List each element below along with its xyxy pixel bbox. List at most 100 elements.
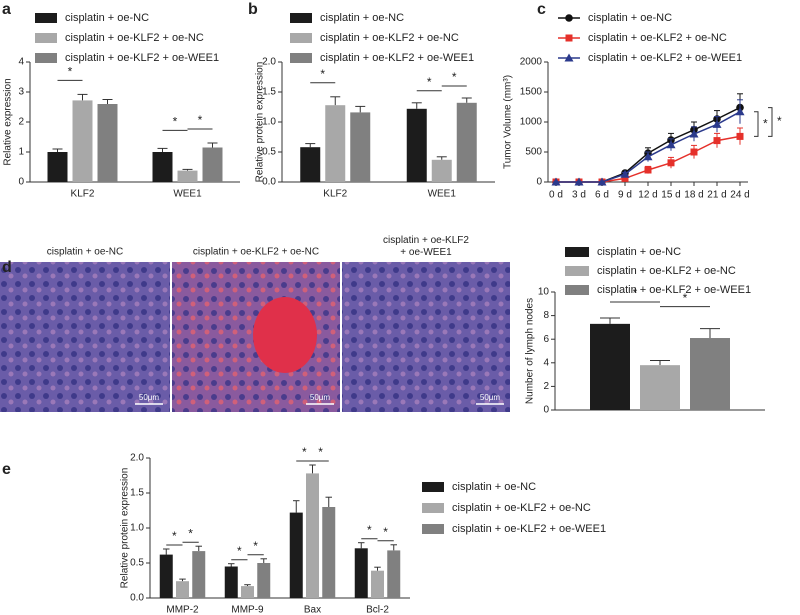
significance-mark: * <box>633 286 638 300</box>
x-tick-label: KLF2 <box>323 189 347 200</box>
y-tick-label: 0 <box>543 405 549 416</box>
data-point <box>666 140 676 149</box>
bar <box>690 338 730 410</box>
legend-label: cisplatin + oe-KLF2 + oe-WEE1 <box>65 52 219 64</box>
legend-swatch <box>290 53 312 63</box>
bar <box>159 554 173 598</box>
x-tick-label: 21 d <box>707 190 726 201</box>
legend-label: cisplatin + oe-KLF2 + oe-WEE1 <box>320 52 474 64</box>
bar <box>590 323 630 410</box>
legend-swatch <box>422 482 444 492</box>
bar <box>152 152 173 182</box>
data-point <box>644 166 652 174</box>
bar <box>176 581 189 598</box>
legend-label: cisplatin + oe-KLF2 + oe-NC <box>597 265 736 277</box>
bar <box>257 563 271 598</box>
significance-mark: * <box>763 116 768 130</box>
legend-swatch <box>565 247 589 257</box>
y-tick-label: 1.0 <box>262 117 276 128</box>
bar <box>431 159 452 182</box>
x-tick-label: Bax <box>304 605 321 615</box>
bar <box>325 105 346 182</box>
bar <box>350 112 371 182</box>
significance-mark: * <box>68 65 73 79</box>
bar <box>289 512 303 598</box>
data-point <box>667 159 675 167</box>
significance-mark: * <box>383 525 388 539</box>
bar <box>241 586 254 598</box>
data-point <box>643 152 653 161</box>
y-tick-label: 0 <box>18 177 24 188</box>
significance-mark: * <box>320 67 325 81</box>
y-tick-label: 0.5 <box>130 558 144 569</box>
legend-swatch <box>290 33 312 43</box>
y-tick-label: 1.5 <box>262 87 276 98</box>
data-point <box>712 119 722 128</box>
legend-label: cisplatin + oe-NC <box>597 246 681 258</box>
y-tick-label: 4 <box>18 57 24 68</box>
legend-marker <box>565 14 573 22</box>
y-tick-label: 2 <box>18 117 24 128</box>
panel-letter: e <box>2 461 11 478</box>
legend-marker <box>564 53 574 62</box>
significance-mark: * <box>237 544 242 558</box>
significance-mark: * <box>683 291 688 305</box>
data-point <box>597 177 607 186</box>
y-axis-label: Relative protein expression <box>120 468 131 589</box>
legend-marker <box>565 34 573 42</box>
legend-label: cisplatin + oe-KLF2 + oe-WEE1 <box>588 52 742 64</box>
y-tick-label: 0 <box>536 177 542 188</box>
data-point <box>551 177 561 186</box>
x-tick-label: 9 d <box>618 190 632 201</box>
legend-swatch <box>290 13 312 23</box>
y-tick-label: 0.5 <box>262 147 276 158</box>
bar <box>177 170 198 182</box>
legend-swatch <box>35 13 57 23</box>
significance-mark: * <box>253 539 258 553</box>
y-tick-label: 2000 <box>520 57 543 68</box>
bar <box>300 147 321 182</box>
y-tick-label: 2.0 <box>130 453 144 464</box>
legend-label: cisplatin + oe-NC <box>320 12 404 24</box>
legend-swatch <box>565 285 589 295</box>
x-tick-label: 15 d <box>661 190 680 201</box>
significance-mark: * <box>302 445 307 459</box>
scale-bar-label: 50μm <box>310 393 331 402</box>
legend-label: cisplatin + oe-KLF2 + oe-NC <box>65 32 204 44</box>
bar <box>306 473 319 598</box>
significance-mark: * <box>318 445 323 459</box>
y-axis-label: Number of lymph nodes <box>525 298 536 404</box>
x-tick-label: MMP-9 <box>231 605 264 615</box>
y-tick-label: 2 <box>543 381 549 392</box>
hemorrhage-area <box>253 297 317 373</box>
legend-label: cisplatin + oe-NC <box>588 12 672 24</box>
micrograph <box>0 262 170 412</box>
significance-mark: * <box>777 114 782 128</box>
bar <box>354 548 368 598</box>
image-caption: cisplatin + oe-KLF2 + oe-NC <box>193 247 319 258</box>
x-tick-label: MMP-2 <box>166 605 199 615</box>
image-caption: cisplatin + oe-NC <box>47 247 123 258</box>
y-tick-label: 1500 <box>520 87 543 98</box>
x-tick-label: WEE1 <box>428 189 457 200</box>
legend-label: cisplatin + oe-KLF2 + oe-WEE1 <box>597 284 751 296</box>
data-point <box>621 174 629 182</box>
bar <box>322 507 336 598</box>
bar <box>47 152 68 182</box>
x-tick-label: KLF2 <box>71 189 95 200</box>
y-tick-label: 10 <box>538 287 550 298</box>
significance-mark: * <box>367 523 372 537</box>
legend-swatch <box>422 524 444 534</box>
x-tick-label: 12 d <box>638 190 657 201</box>
significance-mark: * <box>198 113 203 127</box>
legend-swatch <box>35 33 57 43</box>
bar <box>640 365 680 410</box>
bar <box>224 566 238 598</box>
significance-mark: * <box>452 70 457 84</box>
bar <box>97 104 118 182</box>
legend-label: cisplatin + oe-NC <box>452 481 536 493</box>
bar <box>72 100 93 182</box>
y-tick-label: 4 <box>543 357 549 368</box>
y-tick-label: 1.0 <box>130 523 144 534</box>
